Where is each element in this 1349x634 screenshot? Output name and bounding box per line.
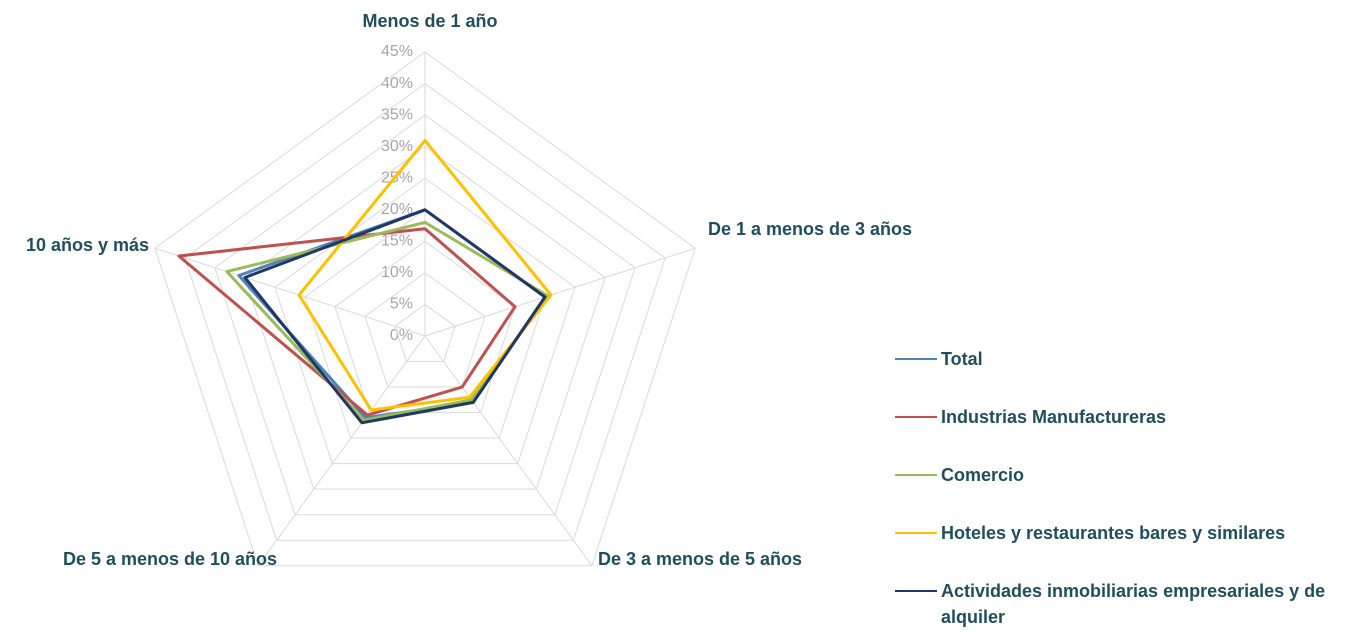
- tick-label: 40%: [381, 75, 413, 92]
- tick-label: 20%: [381, 201, 413, 218]
- legend-swatch: [895, 416, 937, 418]
- spoke: [257, 335, 426, 567]
- legend-swatch: [895, 590, 937, 592]
- tick-label: 35%: [381, 106, 413, 123]
- tick-label: 5%: [390, 296, 413, 313]
- grid-ring: [274, 177, 576, 465]
- legend-item: Industrias Manufactureras: [895, 404, 1345, 430]
- legend-swatch: [895, 532, 937, 534]
- legend-item: Actividades inmobiliarias empresariales …: [895, 578, 1345, 630]
- tick-label: 25%: [381, 169, 413, 186]
- series-line: [225, 220, 550, 422]
- tick-label: 10%: [381, 264, 413, 281]
- legend-label: Industrias Manufactureras: [941, 407, 1167, 427]
- axis-label: De 1 a menos de 3 años: [707, 219, 913, 239]
- grid-ring: [184, 82, 666, 541]
- grid-ring: [214, 114, 636, 516]
- axis-label: De 3 a menos de 5 años: [597, 549, 803, 569]
- axis-label: De 5 a menos de 10 años: [62, 549, 278, 569]
- legend-label: Comercio: [941, 465, 1025, 485]
- legend-label: Total: [941, 349, 983, 369]
- legend-item: Comercio: [895, 462, 1345, 488]
- grid-ring: [364, 272, 486, 388]
- series-line: [297, 138, 553, 412]
- series-line: [243, 208, 547, 425]
- axis-label: 10 años y más: [25, 235, 150, 255]
- tick-label: 45%: [381, 43, 413, 60]
- axis-label: Menos de 1 año: [362, 11, 498, 31]
- series-line: [177, 227, 517, 417]
- spoke: [154, 247, 426, 337]
- legend-swatch: [895, 358, 937, 360]
- legend-label: Hoteles y restaurantes bares y similares: [941, 523, 1286, 543]
- grid-ring: [394, 303, 456, 363]
- legend-item: Hoteles y restaurantes bares y similares: [895, 520, 1345, 546]
- spoke: [424, 335, 593, 567]
- grid-ring: [154, 51, 696, 567]
- legend-label: Actividades inmobiliarias empresariales …: [941, 581, 1326, 627]
- legend-item: Total: [895, 346, 1345, 372]
- tick-label: 15%: [381, 233, 413, 250]
- tick-label: 30%: [381, 138, 413, 155]
- tick-label: 0%: [390, 327, 413, 344]
- spoke: [424, 247, 696, 337]
- grid-ring: [244, 146, 606, 490]
- legend-swatch: [895, 474, 937, 476]
